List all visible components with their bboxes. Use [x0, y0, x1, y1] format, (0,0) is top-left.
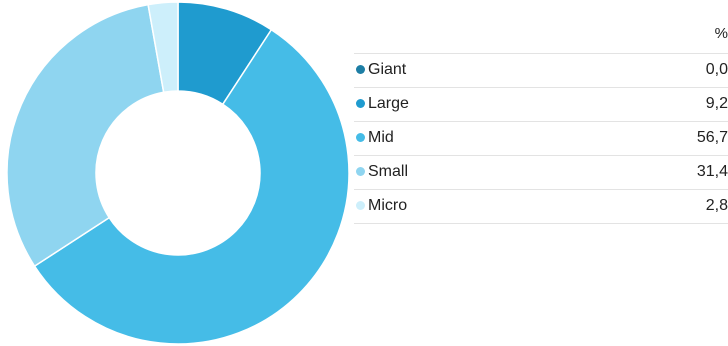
unit-header: %	[714, 25, 728, 42]
legend-value-mid: 56,7	[696, 129, 728, 146]
legend-row-large: Large 9,2	[354, 88, 728, 122]
legend-value-small: 31,4	[696, 163, 728, 180]
legend-row-giant: Giant 0,0	[354, 54, 728, 88]
legend-value-giant: 0,0	[705, 61, 728, 78]
legend-dot-giant	[356, 65, 365, 74]
legend-label-mid: Mid	[368, 129, 394, 146]
legend-table: % Giant 0,0 Large 9,2 Mid 56,7 Small 31,4 Micro 2…	[354, 18, 728, 224]
legend-dot-micro	[356, 201, 365, 210]
slice-small	[6, 3, 165, 268]
slice-micro	[147, 1, 179, 94]
legend-dot-small	[356, 167, 365, 176]
donut-chart	[6, 1, 350, 345]
legend-value-large: 9,2	[705, 95, 728, 112]
legend-label-giant: Giant	[368, 61, 407, 78]
legend-rows: Giant 0,0 Large 9,2 Mid 56,7 Small 31,4 Micro 2,8	[354, 54, 728, 224]
legend-row-mid: Mid 56,7	[354, 122, 728, 156]
legend-label-small: Small	[368, 163, 409, 180]
legend-header: %	[354, 18, 728, 54]
legend-dot-mid	[356, 133, 365, 142]
legend-value-micro: 2,8	[705, 197, 728, 214]
legend-dot-large	[356, 99, 365, 108]
legend-row-small: Small 31,4	[354, 156, 728, 190]
slice-mid	[33, 28, 350, 345]
legend-row-micro: Micro 2,8	[354, 190, 728, 224]
legend-label-micro: Micro	[368, 197, 408, 214]
legend-label-large: Large	[368, 95, 409, 112]
